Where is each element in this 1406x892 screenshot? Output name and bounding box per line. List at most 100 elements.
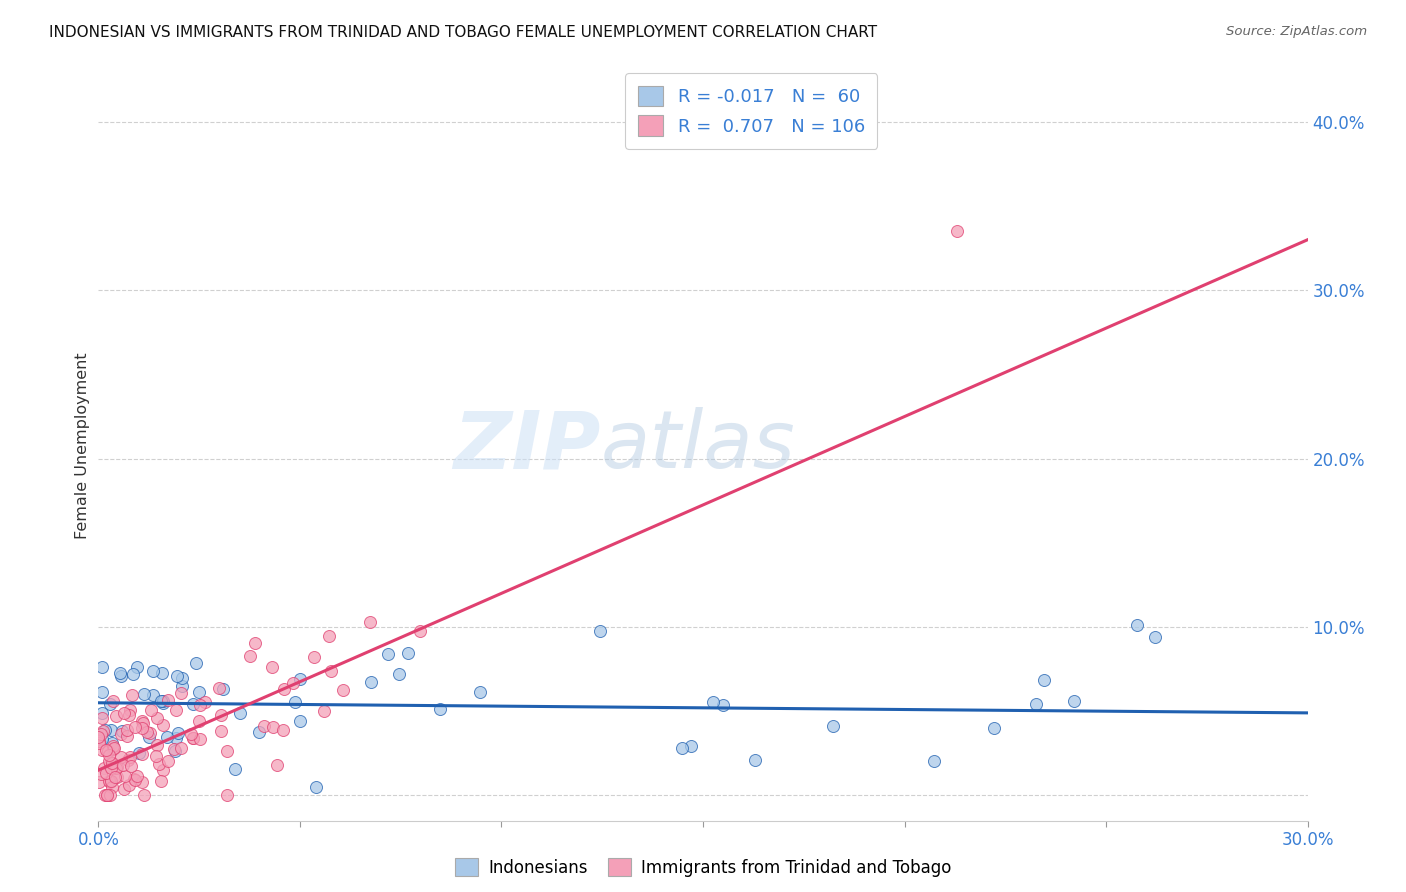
Point [90,711,112,725]
Point [132,789,155,803]
Point [209,708,232,723]
Point [170,671,193,685]
Point [96,789,118,803]
Point [110,669,132,683]
Point [148,757,170,772]
Point [105,770,128,784]
Point [90,767,112,781]
Point [388,667,411,681]
Point [94,723,117,738]
Point [108,665,131,680]
Point [170,685,193,699]
Point [146,738,169,752]
Point [122,666,145,681]
Point [103,770,125,784]
Point [429,702,451,716]
Point [120,759,142,773]
Point [89,736,111,750]
Point [181,731,204,746]
Point [273,723,295,737]
Point [100,774,122,789]
Point [283,676,305,690]
Point [101,756,124,771]
Point [711,698,734,712]
Point [166,668,188,682]
Point [100,761,122,775]
Point [105,760,128,774]
Point [149,694,172,708]
Point [229,706,252,720]
Point [94,788,117,802]
Point [117,753,139,767]
Point [184,656,207,670]
Point [101,694,124,708]
Point [290,672,312,686]
Point [181,697,204,711]
Point [679,739,702,754]
Point [187,714,209,728]
Point [125,660,148,674]
Point [136,725,159,739]
Point [152,763,174,777]
Point [359,615,381,630]
Point [90,742,112,756]
Point [122,772,145,787]
Point [124,720,146,734]
Point [91,706,114,720]
Point [104,709,127,723]
Point [100,723,122,737]
Point [224,762,246,776]
Point [112,706,135,721]
Point [145,711,167,725]
Point [138,731,160,745]
Point [217,789,239,803]
Point [103,739,125,753]
Legend: Indonesians, Immigrants from Trinidad and Tobago: Indonesians, Immigrants from Trinidad an… [449,852,957,883]
Point [409,624,432,639]
Point [312,704,335,718]
Point [115,729,138,743]
Text: ZIP: ZIP [453,407,600,485]
Point [1143,630,1166,644]
Point [180,727,202,741]
Point [284,695,307,709]
Point [239,649,262,664]
Point [332,682,354,697]
Point [181,731,204,746]
Point [87,775,110,789]
Point [100,774,122,789]
Point [983,721,1005,735]
Point [110,750,132,764]
Point [101,780,124,795]
Point [118,778,141,792]
Point [157,754,180,768]
Point [91,724,114,739]
Point [1063,694,1085,708]
Point [142,665,165,679]
Point [91,685,114,699]
Point [98,697,121,711]
Point [211,682,233,697]
Point [152,696,174,710]
Point [131,775,153,789]
Point [103,741,125,756]
Point [190,731,212,746]
Point [139,726,162,740]
Point [266,758,288,772]
Legend: R = -0.017   N =  60, R =  0.707   N = 106: R = -0.017 N = 60, R = 0.707 N = 106 [626,73,877,149]
Point [114,769,136,783]
Point [118,708,141,723]
Point [89,733,111,747]
Text: Source: ZipAtlas.com: Source: ZipAtlas.com [1226,25,1367,38]
Point [98,756,121,771]
Point [170,740,193,755]
Point [671,741,693,756]
Point [273,681,295,696]
Point [152,718,174,732]
Text: atlas: atlas [600,407,794,485]
Point [194,695,217,709]
Point [163,742,186,756]
Point [319,664,342,678]
Point [946,224,969,238]
Point [131,721,153,735]
